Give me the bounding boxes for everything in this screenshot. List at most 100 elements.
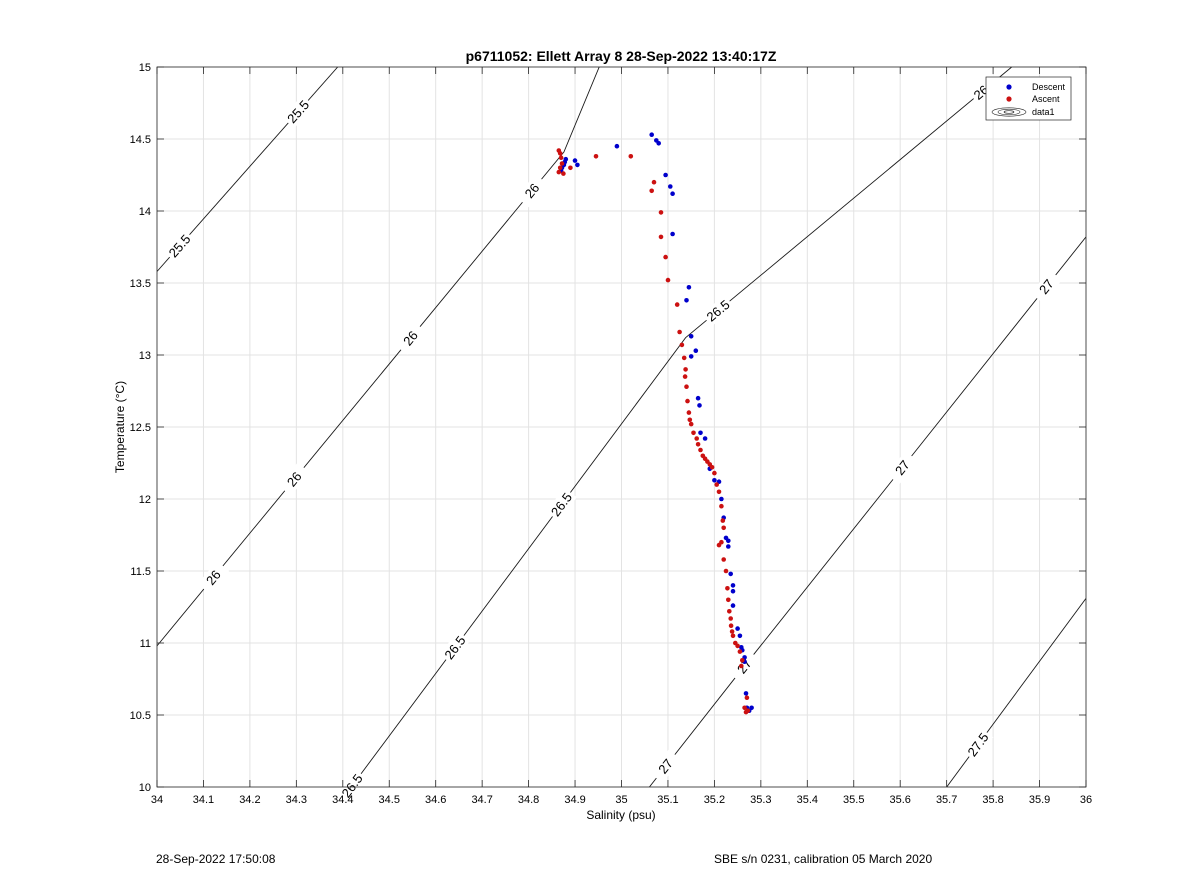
data-point-ascent [714,482,719,487]
data-point-ascent [721,525,726,531]
data-point-ascent [561,171,566,176]
density-contour-label-gap [282,95,315,129]
density-contour-label-gap [728,649,760,683]
series-descent [558,132,754,713]
axis-ticks [156,66,1087,788]
x-tick-label: 35.2 [704,794,725,806]
y-tick-label: 13 [139,350,151,362]
y-tick-label: 12 [139,494,151,506]
data-point-ascent [658,210,664,215]
y-tick-label: 15 [139,62,151,74]
data-point-descent [730,603,736,608]
data-point-ascent [679,342,685,348]
data-point-descent [712,478,717,483]
y-tick-label: 13.5 [130,278,151,290]
chart-title: p6711052: Ellett Array 8 28-Sep-2022 13:… [466,48,777,64]
data-point-ascent [720,518,726,523]
series-ascent [556,148,751,715]
data-point-ascent [740,658,745,663]
legend-marker-descent [1006,84,1012,90]
x-tick-label: 34.7 [471,794,492,806]
data-point-ascent [745,708,751,713]
data-point-ascent [729,629,735,634]
data-point-descent [743,691,749,696]
data-point-descent [663,172,668,178]
x-tick-label: 35.3 [750,794,771,806]
contour-legend-icon [991,107,1027,117]
density-contour-label-gap [197,560,230,595]
y-axis-label: Temperature (°C) [113,381,127,473]
density-contour-label-gap [886,450,918,485]
x-tick-label: 34.9 [564,794,585,806]
data-point-descent [688,334,694,339]
density-contour-label-gap [701,294,735,327]
grid-lines [156,66,1087,788]
data-point-ascent [716,489,722,495]
x-tick-label: 36 [1080,794,1092,806]
data-point-descent [695,395,701,401]
data-point-ascent [685,398,690,404]
data-point-descent [735,626,740,631]
data-point-descent [726,538,731,544]
data-point-ascent [628,154,634,159]
y-tick-label: 12.5 [130,422,151,434]
legend-label-data1: data1 [1032,107,1055,117]
y-tick-labels: 10 10.5 11 11.5 12 12.5 13 13.5 14 14.5 15 [130,62,151,794]
density-contour-label-gap [336,768,368,803]
data-point-descent [668,184,673,189]
data-point-ascent [559,161,565,166]
data-point-ascent [558,155,564,160]
data-point-ascent [723,568,729,574]
data-point-descent [730,583,736,588]
data-point-descent [575,162,580,168]
data-point-descent [726,544,731,549]
y-tick-label: 10.5 [130,710,151,722]
data-point-ascent [658,234,664,240]
data-point-ascent [663,254,668,260]
legend-marker-ascent [1006,96,1012,102]
data-point-ascent [687,417,693,423]
footer-calibration: SBE s/n 0231, calibration 05 March 2020 [714,852,933,866]
x-tick-label: 35.7 [936,794,957,806]
data-point-ascent [691,430,696,436]
data-point-descent [670,191,675,196]
data-point-ascent [665,277,671,283]
data-point-descent [728,571,733,577]
y-tick-label: 14 [139,206,151,218]
y-tick-label: 11 [140,638,151,650]
x-tick-label: 34.2 [239,794,260,806]
density-contour-label-gap [278,462,311,496]
data-point-ascent [683,367,688,372]
data-point-ascent [709,465,715,470]
x-tick-label: 34.8 [518,794,539,806]
data-point-descent [614,143,620,149]
density-contour-label-gap [394,321,427,355]
legend-label-descent: Descent [1032,82,1066,92]
data-point-descent [670,231,675,237]
data-point-ascent [557,165,563,171]
density-contour-label-gap [163,229,196,263]
data-point-ascent [568,165,573,171]
data-point-descent [697,403,702,408]
data-point-ascent [695,442,701,447]
data-point-ascent [716,542,722,548]
x-tick-label: 35.1 [657,794,678,806]
density-contour-label-gap [439,630,471,665]
x-tick-label: 34 [151,794,163,806]
data-point-ascent [556,169,562,175]
legend-box [985,76,1072,121]
x-tick-label: 34.6 [425,794,446,806]
data-point-ascent [730,633,736,639]
legend-label-ascent: Ascent [1032,94,1060,104]
x-tick-label: 34.3 [286,794,307,806]
data-point-ascent [686,410,692,415]
data-point-descent [702,436,708,441]
density-contour-label-gap [962,727,994,762]
data-point-ascent [557,151,563,156]
data-point-ascent [688,421,694,427]
data-points [556,132,754,715]
data-point-ascent [742,705,747,711]
data-point-ascent [681,355,687,361]
